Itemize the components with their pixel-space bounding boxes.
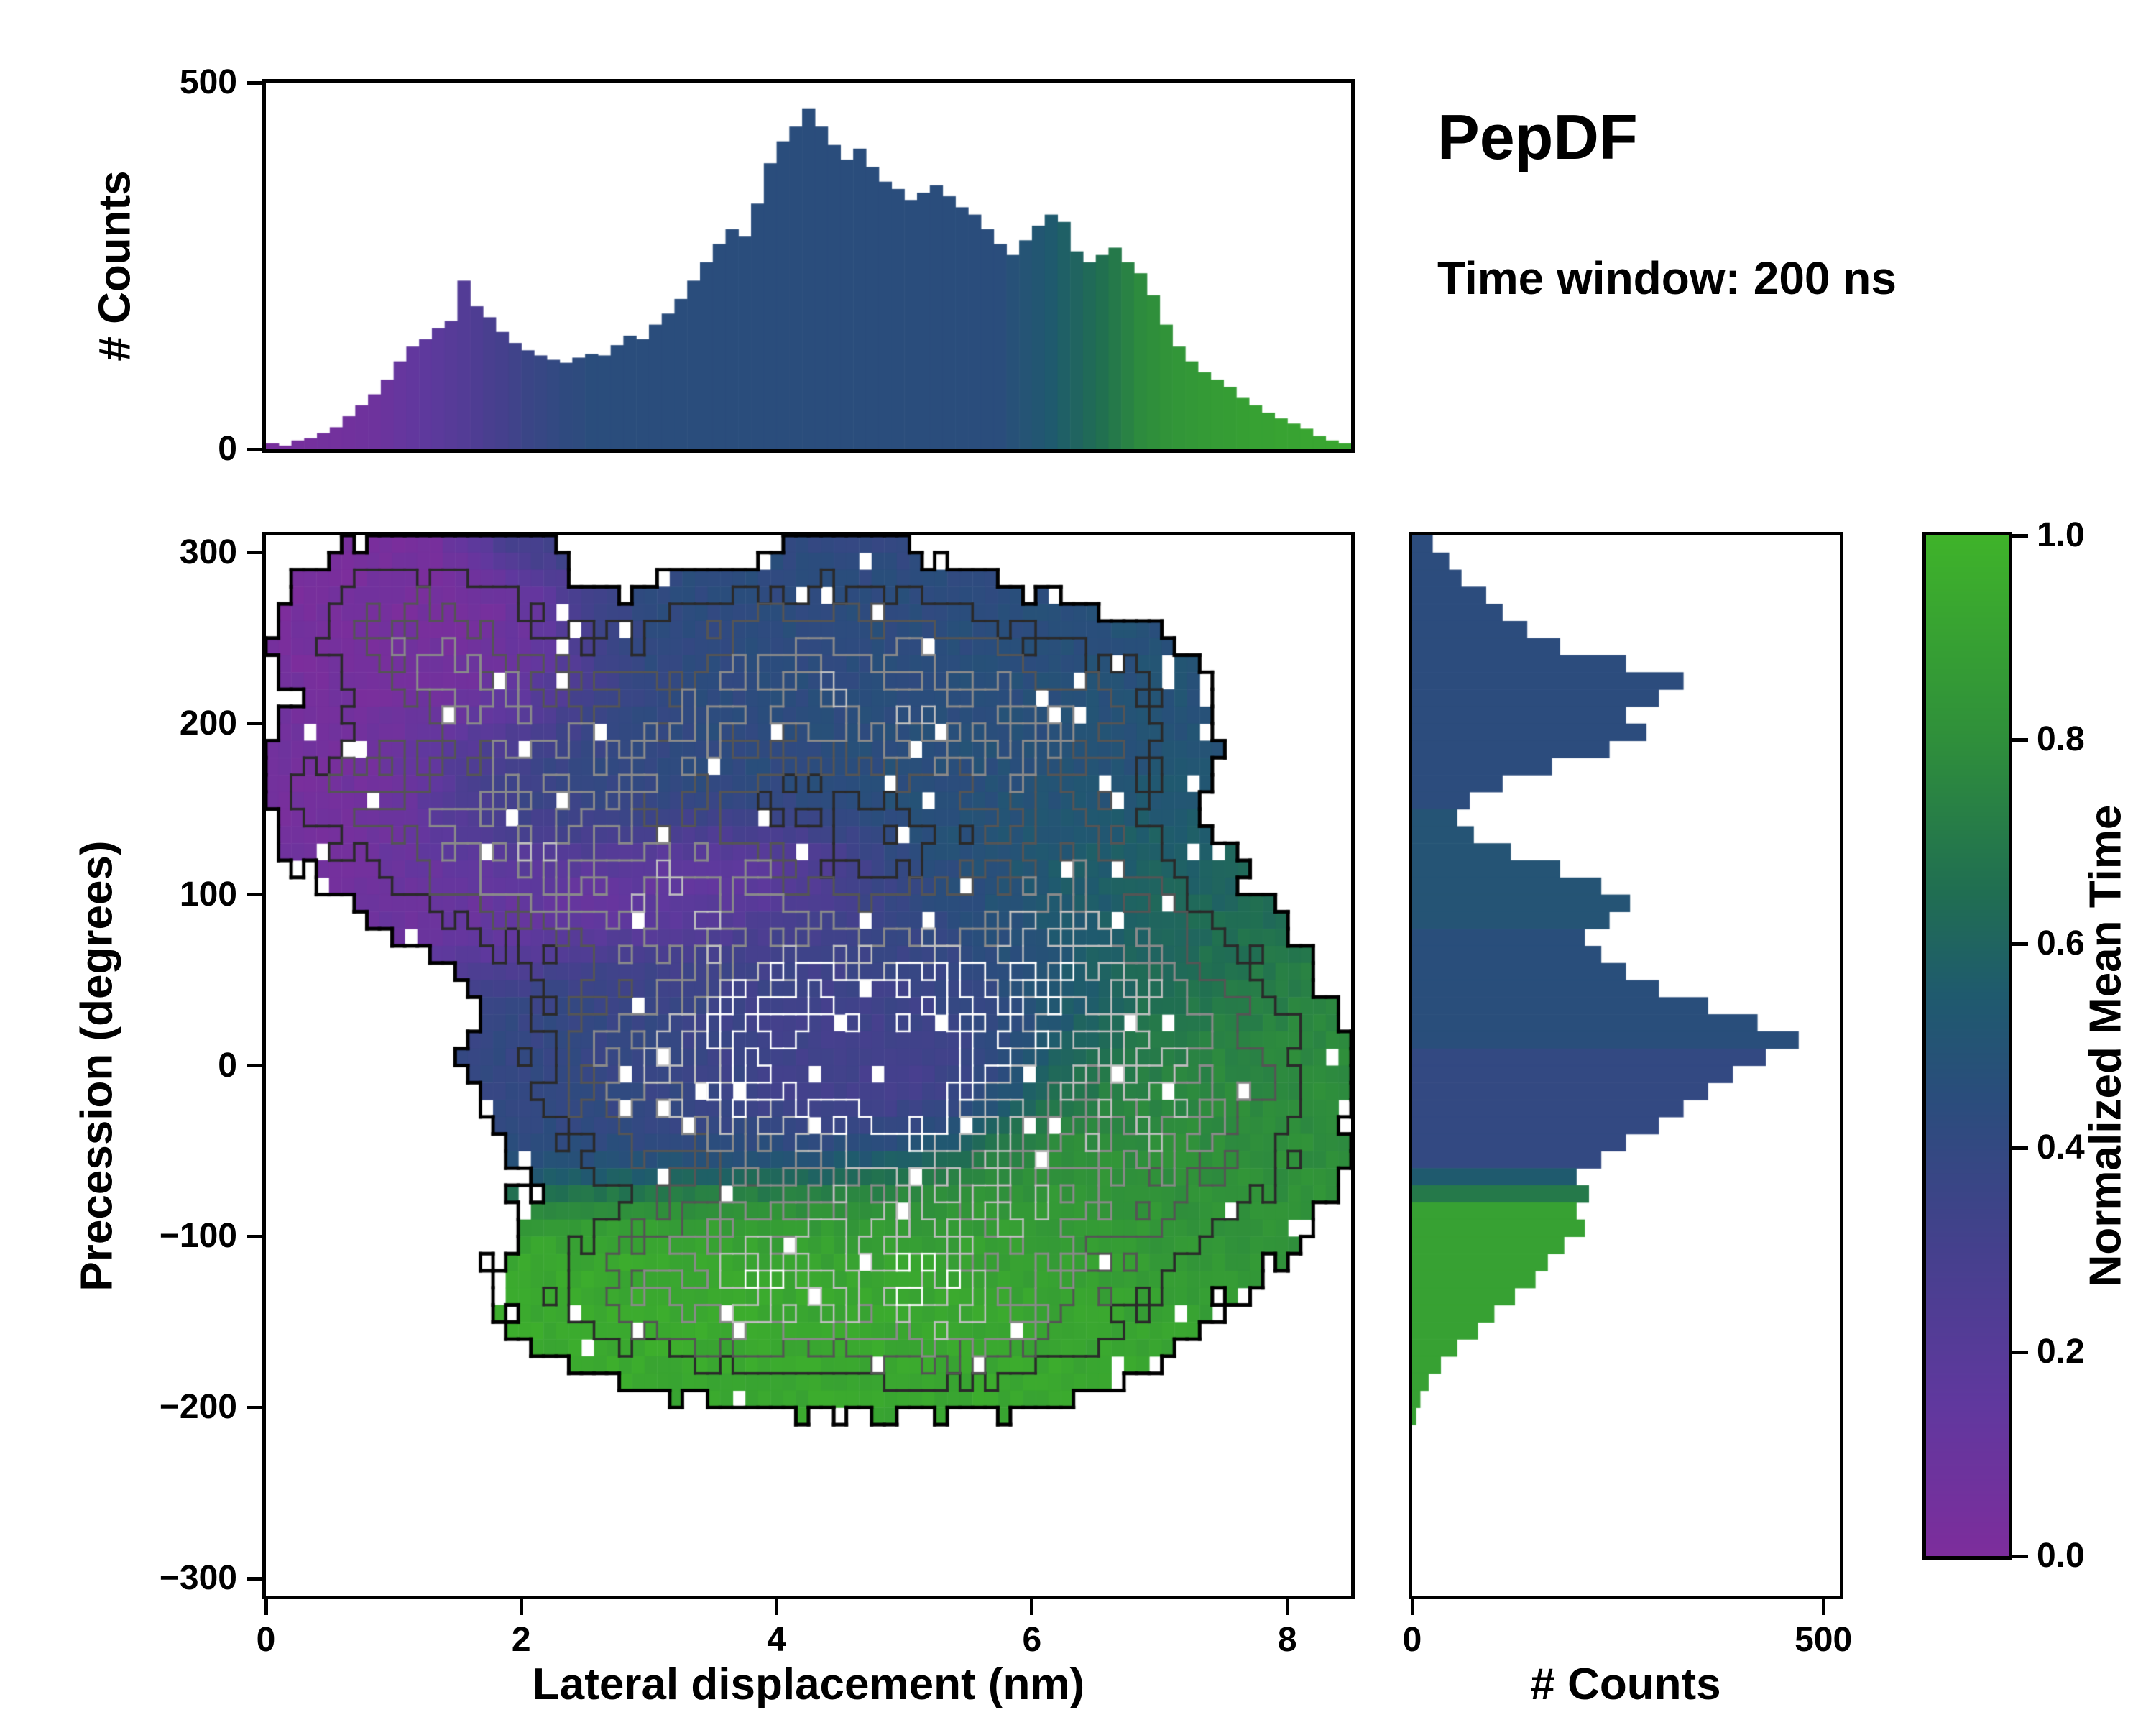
tick-label: 500 (1795, 1621, 1853, 1659)
tick-label: 0.4 (2037, 1128, 2085, 1167)
tick-mark (247, 551, 262, 555)
tick-label: 8 (1277, 1621, 1297, 1659)
tick-label: 100 (179, 875, 237, 914)
tick-label: 6 (1022, 1621, 1042, 1659)
tick-mark (2012, 1554, 2028, 1558)
tick-label: 4 (767, 1621, 786, 1659)
top-histogram-panel (262, 79, 1355, 453)
tick-mark (519, 1599, 523, 1615)
tick-mark (264, 1599, 268, 1615)
tick-label: 2 (511, 1621, 531, 1659)
figure-subtitle: Time window: 200 ns (1437, 252, 1897, 304)
main-heatmap-canvas (266, 535, 1351, 1596)
tick-label: 300 (179, 533, 237, 571)
main-heatmap-panel (262, 532, 1355, 1599)
tick-label: 0 (218, 430, 237, 468)
tick-label: 0 (218, 1046, 237, 1085)
tick-label: 0 (1402, 1621, 1422, 1659)
right-histogram-canvas (1412, 535, 1840, 1596)
tick-mark (247, 447, 262, 451)
tick-mark (247, 80, 262, 85)
tick-label: 0.6 (2037, 924, 2085, 962)
colorbar-canvas (1926, 535, 2009, 1556)
tick-label: −100 (159, 1217, 237, 1256)
tick-mark (247, 1405, 262, 1409)
tick-mark (1821, 1599, 1825, 1615)
tick-label: 0.0 (2037, 1537, 2085, 1575)
right-histogram-panel (1409, 532, 1843, 1599)
top-histogram-canvas (266, 83, 1351, 449)
tick-label: −200 (159, 1388, 237, 1427)
tick-mark (247, 1064, 262, 1067)
tick-mark (1410, 1599, 1414, 1615)
tick-mark (775, 1599, 779, 1615)
right-hist-x-axis-label: # Counts (1530, 1660, 1721, 1709)
tick-mark (1285, 1599, 1289, 1615)
main-x-axis-label: Lateral displacement (nm) (532, 1660, 1085, 1709)
figure-title: PepDF (1437, 101, 1638, 172)
tick-mark (2012, 533, 2028, 538)
tick-mark (2012, 737, 2028, 742)
tick-mark (247, 722, 262, 726)
tick-mark (1030, 1599, 1034, 1615)
tick-mark (2012, 1146, 2028, 1150)
tick-mark (2012, 1350, 2028, 1354)
tick-label: 1.0 (2037, 516, 2085, 554)
tick-label: 200 (179, 704, 237, 742)
colorbar-label: Normalized Mean Time (2081, 804, 2131, 1287)
tick-mark (247, 1576, 262, 1581)
colorbar (1922, 532, 2012, 1560)
tick-label: 0.8 (2037, 720, 2085, 758)
tick-label: −300 (159, 1559, 237, 1598)
tick-mark (247, 893, 262, 897)
tick-label: 500 (179, 63, 237, 101)
tick-mark (2012, 942, 2028, 946)
tick-mark (247, 1234, 262, 1238)
tick-label: 0.2 (2037, 1333, 2085, 1371)
top-hist-y-axis-label: # Counts (90, 170, 140, 362)
tick-label: 0 (256, 1621, 276, 1659)
